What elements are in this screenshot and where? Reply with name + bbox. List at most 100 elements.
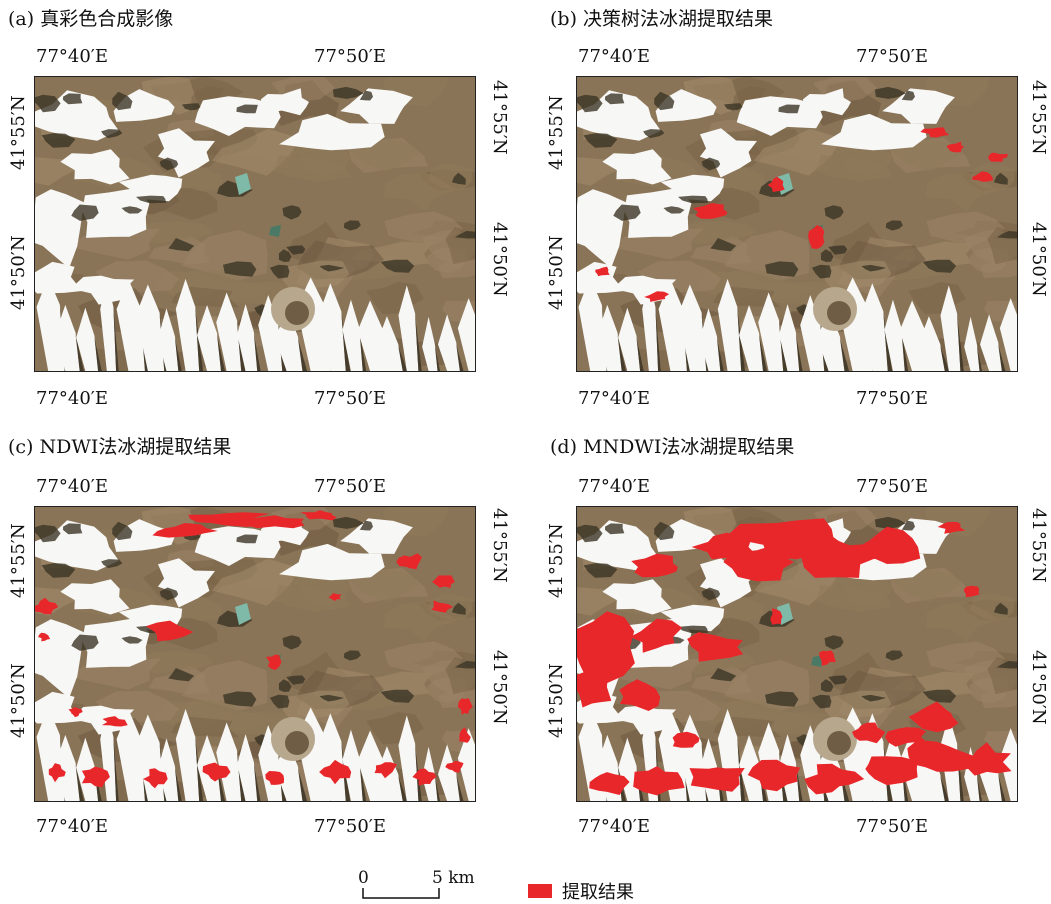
extraction-region	[858, 526, 921, 564]
extraction-region	[908, 701, 959, 733]
panel-d-lon-east-top: 77°50′E	[856, 476, 929, 497]
extraction-region	[963, 585, 980, 598]
panel-d-map	[576, 506, 1018, 802]
panel-d-lat-south-right: 41°50′N	[1028, 650, 1049, 725]
panel-a-lat-south-right: 41°50′N	[489, 222, 510, 297]
extraction-region	[374, 762, 397, 779]
panel-d-lon-east-bottom: 77°50′E	[856, 816, 929, 837]
panel-b-lat-south-right: 41°50′N	[1028, 222, 1049, 297]
legend-swatch	[528, 884, 552, 898]
panel-b-lat-north-right: 41°55′N	[1028, 80, 1049, 155]
panel-d-lon-west-bottom: 77°40′E	[578, 816, 651, 837]
extraction-region	[920, 127, 950, 138]
extraction-region	[988, 152, 1008, 162]
extraction-region	[396, 553, 422, 570]
extraction-region	[431, 600, 453, 613]
panel-c-lat-north-left: 41°55′N	[8, 523, 29, 598]
extraction-region	[457, 698, 473, 715]
extraction-region	[188, 512, 270, 527]
extraction-region	[412, 768, 437, 786]
extraction-region	[266, 654, 282, 671]
panel-d-lon-west-top: 77°40′E	[578, 476, 651, 497]
panel-a-title: (a) 真彩色合成影像	[8, 8, 174, 30]
extraction-region	[808, 225, 825, 249]
panel-c-lat-south-left: 41°50′N	[8, 663, 29, 738]
panel-b-lon-east-top: 77°50′E	[856, 46, 929, 67]
extraction-region	[245, 515, 305, 529]
glacial-lake	[235, 603, 251, 625]
extraction-region	[152, 523, 218, 538]
extraction-region	[633, 766, 685, 796]
extraction-region	[68, 706, 83, 718]
extraction-region	[865, 756, 918, 786]
panel-a-lon-east-top: 77°50′E	[314, 46, 387, 67]
panel-c-map	[34, 506, 476, 802]
panel-b-lat-north-left: 41°55′N	[546, 95, 567, 170]
panel-d-lat-north-right: 41°55′N	[1028, 508, 1049, 583]
panel-a-lon-east-bottom: 77°50′E	[314, 388, 387, 409]
panel-a-lat-north-left: 41°55′N	[8, 95, 29, 170]
panel-b-map	[576, 76, 1018, 372]
scale-bar-end-label: 5 km	[432, 868, 475, 888]
panel-b-lon-west-bottom: 77°40′E	[578, 388, 651, 409]
panel-b-lon-west-top: 77°40′E	[578, 46, 651, 67]
panel-c-lat-south-right: 41°50′N	[489, 650, 510, 725]
extraction-region	[689, 767, 745, 792]
extraction-region	[265, 771, 285, 785]
extraction-region	[432, 575, 455, 588]
extraction-region	[577, 611, 635, 684]
extraction-region	[804, 763, 865, 795]
extraction-region	[852, 722, 886, 744]
extraction-region	[672, 731, 700, 748]
glacial-lake	[269, 225, 281, 237]
glacial-lake	[811, 655, 823, 667]
extraction-region	[328, 593, 342, 601]
panel-a-lat-north-right: 41°55′N	[489, 80, 510, 155]
panel-d-title: (d) MNDWI法冰湖提取结果	[550, 436, 795, 458]
extraction-region	[459, 727, 471, 743]
panel-c-lon-west-bottom: 77°40′E	[36, 816, 109, 837]
extraction-region	[81, 766, 110, 788]
extraction-region	[885, 727, 928, 747]
extraction-region	[691, 532, 756, 560]
extraction-region	[907, 739, 977, 772]
extraction-region	[767, 176, 785, 193]
extraction-region	[964, 742, 1012, 776]
panel-b-lon-east-bottom: 77°50′E	[856, 388, 929, 409]
extraction-region	[319, 759, 352, 785]
scale-bar-zero-label: 0	[358, 868, 369, 888]
extraction-region	[48, 763, 66, 783]
extraction-region	[946, 141, 965, 153]
extraction-region	[300, 510, 337, 521]
extraction-region	[644, 291, 670, 302]
panel-b-title: (b) 决策树法冰湖提取结果	[550, 8, 774, 30]
extraction-region	[589, 772, 630, 795]
panel-c-title: (c) NDWI法冰湖提取结果	[8, 436, 232, 458]
extraction-region	[770, 608, 783, 625]
panel-a-lat-south-left: 41°50′N	[8, 235, 29, 310]
extraction-region	[693, 203, 728, 219]
panel-c-lon-west-top: 77°40′E	[36, 476, 109, 497]
panel-d-lat-south-left: 41°50′N	[546, 663, 567, 738]
panel-a-map	[34, 76, 476, 372]
extraction-region	[747, 759, 801, 792]
extraction-region	[143, 768, 168, 789]
legend-label: 提取结果	[562, 882, 634, 903]
panel-a-lon-west-bottom: 77°40′E	[36, 388, 109, 409]
extraction-region	[445, 761, 464, 773]
extraction-region	[819, 650, 836, 666]
extraction-region	[145, 620, 194, 642]
extraction-region	[202, 762, 231, 782]
extraction-region	[619, 679, 661, 711]
extraction-region	[687, 632, 744, 662]
scale-bar	[362, 888, 440, 899]
panel-c-lat-north-right: 41°55′N	[489, 508, 510, 583]
extraction-region	[631, 553, 678, 578]
extraction-region	[937, 521, 966, 534]
extraction-region	[577, 660, 612, 708]
panel-c-lon-east-top: 77°50′E	[314, 476, 387, 497]
panel-a-lon-west-top: 77°40′E	[36, 46, 109, 67]
panel-b-lat-south-left: 41°50′N	[546, 235, 567, 310]
extraction-region	[35, 597, 59, 615]
extraction-region	[595, 266, 610, 277]
